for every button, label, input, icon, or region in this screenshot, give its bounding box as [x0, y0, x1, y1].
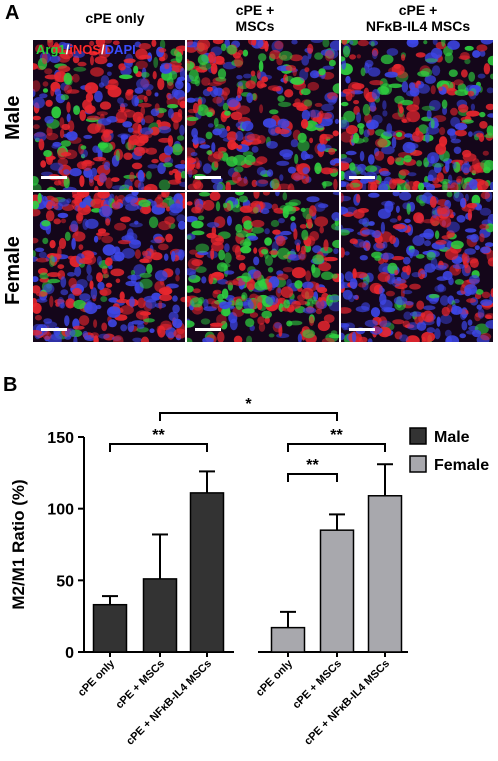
bar — [142, 578, 178, 653]
significance-label: ** — [306, 457, 319, 474]
x-tick-label: cPE + NFκB-IL4 MSCs — [302, 658, 392, 748]
micrograph-female-cpe-nfkb-mscs — [341, 192, 493, 342]
bar — [92, 603, 128, 653]
stain-separator: / — [101, 42, 105, 57]
stain-dapi-label: DAPI — [104, 42, 136, 57]
scale-bar — [349, 176, 375, 179]
micrograph-male-cpe-only — [33, 40, 185, 190]
panel-b-letter: B — [3, 374, 18, 396]
micrograph-female-cpe-mscs — [187, 192, 339, 342]
y-tick-label: 50 — [56, 573, 74, 590]
scale-bar — [195, 328, 221, 331]
y-tick-label: 150 — [47, 430, 74, 447]
bar — [189, 492, 225, 653]
y-tick-label: 100 — [47, 502, 74, 519]
legend-swatch — [409, 427, 427, 445]
scale-bar — [41, 176, 67, 179]
significance-bracket — [159, 412, 338, 421]
bar — [367, 495, 403, 653]
bar — [270, 626, 306, 653]
legend-label: Female — [434, 457, 489, 474]
column-header-cpe-only: cPE only — [85, 10, 145, 26]
significance-label: ** — [152, 427, 165, 444]
x-tick-label: cPE + MSCs — [290, 658, 344, 712]
micrograph-male-cpe-mscs — [187, 40, 339, 190]
micrograph-female-cpe-only — [33, 192, 185, 342]
significance-bracket — [287, 473, 338, 482]
stain-separator: / — [65, 42, 70, 57]
legend-label: Male — [434, 429, 470, 446]
x-tick-label: cPE only — [254, 657, 296, 699]
x-tick-label: cPE only — [76, 657, 118, 699]
y-tick-label: 0 — [65, 645, 74, 662]
stain-arg1-label: Arg1 — [36, 42, 66, 57]
bar — [319, 529, 355, 653]
panel-a-letter: A — [5, 2, 20, 24]
significance-label: ** — [330, 427, 343, 444]
scale-bar — [41, 328, 67, 331]
scale-bar — [349, 328, 375, 331]
column-header-cpe-nfkb-mscs: cPE + NFκB-IL4 MSCs — [365, 2, 471, 34]
y-axis-label: M2/M1 Ratio (%) — [9, 479, 28, 609]
significance-bracket — [109, 443, 208, 452]
significance-label: * — [245, 396, 252, 413]
stain-legend: Arg1/iNOS/DAPI — [36, 42, 136, 57]
legend-swatch — [409, 455, 427, 473]
x-tick-label: cPE + NFκB-IL4 MSCs — [124, 658, 214, 748]
micrograph-male-cpe-nfkb-mscs — [341, 40, 493, 190]
column-header-cpe-mscs: cPE + MSCs — [235, 2, 275, 34]
scale-bar — [195, 176, 221, 179]
stain-inos-label: iNOS — [69, 42, 102, 57]
significance-bracket — [287, 443, 386, 452]
